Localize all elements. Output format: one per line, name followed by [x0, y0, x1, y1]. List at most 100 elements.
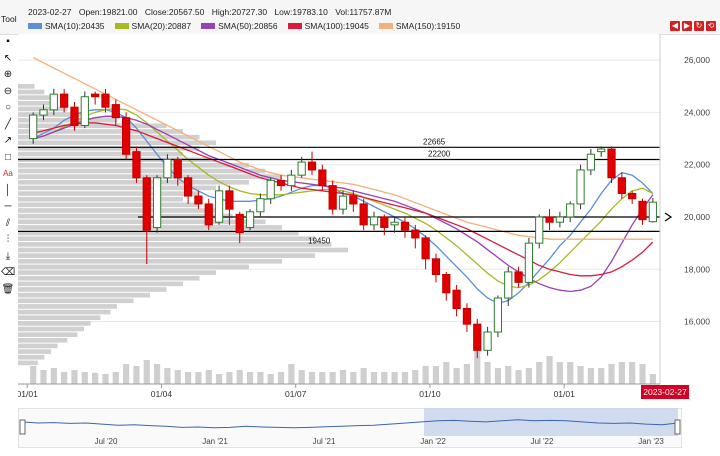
ohlc-open: Open:19821.00	[78, 7, 138, 17]
y-tick-label: 20,000	[684, 212, 710, 222]
volume-profile-bar	[18, 174, 282, 179]
candle-up	[214, 190, 224, 223]
trash-icon[interactable]: 🗑	[1, 283, 15, 295]
candle-down	[225, 190, 234, 210]
legend-label: SMA(20):20887	[131, 21, 192, 31]
candle-down	[111, 104, 120, 119]
volume-profile-bar	[18, 196, 183, 202]
volume-bar	[618, 362, 625, 384]
volume-profile-bar	[18, 321, 91, 326]
candle-down	[380, 216, 389, 228]
volume-profile-bar	[18, 151, 183, 157]
current-date-badge	[641, 385, 689, 399]
candle-down	[60, 93, 69, 108]
overview-selection	[424, 408, 678, 436]
legend-label: SMA(10):20435	[45, 21, 105, 31]
pointer-icon[interactable]: ↖	[3, 52, 13, 64]
sma-line	[33, 115, 654, 293]
overview-label: Jan '23	[638, 437, 664, 446]
nav-right-icon[interactable]: ▶	[682, 21, 692, 31]
volume-profile-bar	[18, 236, 315, 242]
volume-bar	[112, 372, 119, 384]
reset-icon[interactable]: ⟲	[706, 21, 716, 31]
volume-bar	[257, 372, 264, 384]
level-label: 19450	[308, 236, 331, 245]
volume-bar	[154, 364, 161, 384]
volume-bar	[205, 370, 212, 384]
candle-up	[29, 114, 38, 140]
candle-up	[266, 179, 275, 200]
volume-bar	[546, 356, 553, 384]
volume-bar	[308, 372, 316, 384]
line-icon[interactable]: ╱	[4, 118, 12, 130]
legend-item: SMA(20):20887	[114, 21, 192, 31]
volume-bar	[61, 372, 68, 384]
overview-navigator[interactable]: Jul '20 Jan '21 Jul '21 Jan '22 Jul '22 Jan '…	[18, 408, 682, 448]
candle-down	[318, 169, 327, 187]
candle-down	[431, 258, 441, 276]
volume-bar	[350, 372, 357, 384]
volume-bar	[432, 366, 440, 384]
y-tick-label: 16,000	[684, 317, 710, 327]
volume-profile-bar	[18, 202, 200, 208]
candle-down	[400, 221, 410, 231]
nav-left-icon[interactable]: ◀	[670, 21, 680, 31]
overview-label: Jul '22	[531, 437, 554, 446]
volume-bar	[339, 370, 347, 384]
volume-bar	[92, 372, 99, 384]
candle-up	[555, 216, 565, 223]
volume-bar	[639, 364, 646, 384]
candle-down	[70, 106, 79, 126]
volume-profile-bar	[18, 275, 200, 281]
candle-down	[628, 192, 637, 200]
candle-down	[617, 177, 626, 194]
price-chart[interactable]: 22665 22200 19450 26,000 24,000 22,000 20,000 1…	[18, 34, 720, 408]
volume-profile-bar	[18, 84, 35, 89]
nav-buttons: ◀ ▶ ↻ ⟲	[670, 21, 716, 31]
volume-bar	[298, 370, 305, 384]
text-icon[interactable]: Aa	[3, 169, 13, 178]
volume-bar	[40, 370, 47, 384]
volume-profile-bar	[18, 191, 200, 196]
eraser-icon[interactable]: ⌫	[0, 267, 16, 278]
rectangle-icon[interactable]: □	[4, 151, 12, 163]
volume-bar	[453, 368, 460, 384]
x-tick-label: 01/04	[151, 389, 173, 399]
x-tick-label: 01/07	[285, 389, 307, 399]
volume-bar	[143, 360, 150, 384]
horizontal-line-icon[interactable]: ─	[4, 201, 12, 212]
zoom-in-icon[interactable]: ⊕	[3, 69, 13, 80]
volume-profile-bar	[18, 360, 38, 366]
volume-profile-bar	[18, 337, 68, 343]
volume-bar	[587, 368, 594, 384]
volume-profile-bar	[18, 354, 45, 360]
arrow-icon[interactable]: ↗	[3, 135, 13, 146]
x-tick-label: 01/01	[18, 389, 38, 399]
parallel-lines-icon[interactable]: ⫽	[5, 217, 11, 229]
candle-down	[452, 289, 461, 309]
candle-up	[39, 109, 48, 116]
volume-bar	[370, 372, 378, 384]
volume-bar	[629, 362, 636, 384]
volume-bar	[133, 366, 140, 384]
zoom-out-icon[interactable]: ⊖	[3, 85, 13, 97]
menu-square-icon[interactable]: ▪	[6, 36, 10, 47]
legend-item: SMA(10):20435	[28, 21, 105, 31]
circle-icon[interactable]: ○	[4, 102, 12, 113]
volume-profile-bar	[18, 281, 183, 287]
candle-up	[493, 297, 503, 333]
overview-handle	[19, 419, 26, 435]
candle-up	[369, 216, 379, 226]
fibonacci-icon[interactable]: ⫶	[6, 234, 10, 245]
volume-profile-bar	[18, 213, 233, 219]
legend-swatch	[28, 23, 42, 29]
arrow-down-icon[interactable]: ⤓	[5, 250, 11, 262]
volume-bar	[215, 374, 223, 384]
volume-profile-bar	[18, 315, 101, 321]
volume-bar	[484, 362, 491, 384]
volume-bar	[288, 364, 295, 384]
sma-line	[32, 56, 653, 240]
candle-up	[576, 169, 585, 205]
vertical-line-icon[interactable]: │	[4, 184, 12, 196]
refresh-icon[interactable]: ↻	[694, 21, 704, 31]
